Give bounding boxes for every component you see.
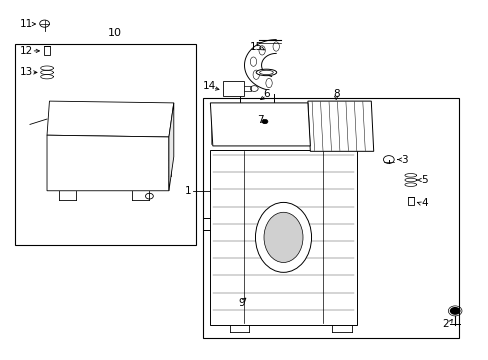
Polygon shape xyxy=(210,149,356,325)
Circle shape xyxy=(262,120,267,124)
Circle shape xyxy=(449,307,460,315)
Text: 10: 10 xyxy=(108,28,122,38)
Bar xyxy=(152,160,171,176)
Text: 2: 2 xyxy=(442,319,448,329)
Text: 7: 7 xyxy=(256,115,263,125)
Polygon shape xyxy=(47,135,168,191)
Polygon shape xyxy=(47,101,173,137)
Polygon shape xyxy=(222,81,244,96)
Text: 4: 4 xyxy=(420,198,427,208)
Text: 1: 1 xyxy=(185,186,191,196)
Ellipse shape xyxy=(255,202,311,273)
Polygon shape xyxy=(168,103,173,191)
Polygon shape xyxy=(307,101,373,151)
Bar xyxy=(407,197,413,205)
Bar xyxy=(44,46,50,55)
Text: 12: 12 xyxy=(20,46,33,56)
Text: 15: 15 xyxy=(249,42,263,51)
Polygon shape xyxy=(210,103,310,146)
Bar xyxy=(203,98,458,338)
Ellipse shape xyxy=(264,212,303,262)
Text: 13: 13 xyxy=(20,67,33,77)
Ellipse shape xyxy=(259,70,273,75)
Bar xyxy=(242,86,250,91)
Text: 6: 6 xyxy=(263,89,269,99)
Text: 9: 9 xyxy=(238,298,245,308)
Text: 8: 8 xyxy=(332,89,339,99)
Text: 3: 3 xyxy=(401,154,407,165)
Bar xyxy=(15,44,195,244)
Text: 14: 14 xyxy=(203,81,216,91)
Ellipse shape xyxy=(256,69,276,76)
Text: 11: 11 xyxy=(20,19,33,29)
Text: 5: 5 xyxy=(420,175,427,185)
